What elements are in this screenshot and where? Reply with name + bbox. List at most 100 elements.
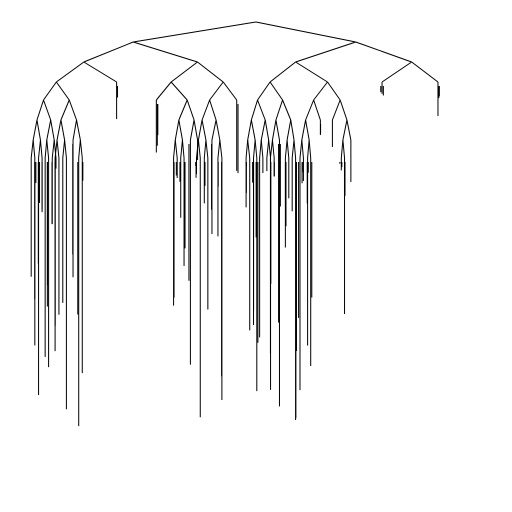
- branch: [295, 61, 328, 83]
- branch: [36, 99, 44, 121]
- branch: [301, 119, 307, 141]
- branch: [217, 139, 221, 159]
- branch: [219, 139, 223, 159]
- branch: [44, 139, 48, 159]
- branch: [83, 41, 134, 63]
- branch: [269, 61, 296, 83]
- branch: [79, 139, 83, 159]
- branch: [195, 139, 199, 159]
- branch: [253, 139, 256, 159]
- branch: [305, 119, 310, 141]
- branch: [342, 139, 346, 159]
- branch: [346, 119, 352, 141]
- branch: [342, 119, 348, 141]
- branch: [282, 99, 292, 121]
- branch: [271, 119, 277, 141]
- branch: [301, 139, 304, 159]
- branch: [340, 139, 344, 159]
- branch: [269, 139, 273, 159]
- branch: [275, 119, 280, 141]
- branch: [268, 139, 272, 159]
- branch: [209, 81, 224, 101]
- branch: [60, 119, 66, 141]
- branch: [193, 119, 199, 141]
- branch: [259, 139, 262, 159]
- branch: [257, 81, 271, 101]
- branch: [133, 21, 257, 43]
- branch: [78, 139, 81, 159]
- branch: [257, 99, 266, 121]
- branch: [64, 139, 67, 159]
- branch: [32, 119, 38, 141]
- branch: [178, 99, 188, 121]
- branch: [181, 139, 185, 159]
- branch: [83, 61, 117, 83]
- branch: [170, 81, 188, 101]
- branch: [275, 99, 284, 121]
- branch: [355, 41, 412, 63]
- branch: [293, 139, 297, 159]
- branch: [313, 99, 321, 121]
- branch: [56, 139, 60, 159]
- branch: [264, 119, 270, 141]
- branch: [290, 119, 295, 141]
- branch: [295, 41, 356, 63]
- branch: [284, 139, 288, 159]
- branch: [50, 119, 55, 141]
- branch: [51, 139, 55, 159]
- branch: [174, 119, 180, 141]
- branch: [222, 81, 238, 101]
- branch: [307, 139, 310, 159]
- branch: [186, 99, 195, 121]
- branch: [32, 139, 36, 159]
- branch: [327, 81, 341, 101]
- branch: [56, 119, 62, 141]
- branch: [286, 119, 292, 141]
- branch: [56, 61, 85, 83]
- branch: [260, 119, 266, 141]
- branch: [313, 81, 328, 101]
- branch: [178, 119, 183, 141]
- branch: [260, 139, 264, 159]
- branch: [197, 119, 203, 141]
- branch: [331, 99, 341, 121]
- branch: [180, 139, 183, 159]
- branch: [381, 61, 412, 83]
- branch: [205, 139, 209, 159]
- branch: [43, 99, 52, 121]
- branch: [255, 21, 356, 43]
- branch: [46, 139, 50, 159]
- branch: [173, 139, 176, 159]
- branch: [62, 139, 66, 159]
- branch: [39, 139, 43, 159]
- branch: [189, 119, 195, 141]
- branch: [247, 139, 251, 159]
- branch: [60, 99, 70, 121]
- branch: [215, 119, 221, 141]
- branch: [36, 119, 41, 141]
- branch: [197, 61, 224, 83]
- branch: [203, 139, 207, 159]
- branch: [339, 99, 348, 121]
- branch: [266, 139, 270, 159]
- branch: [38, 139, 41, 159]
- branch: [133, 41, 198, 63]
- branch: [155, 81, 172, 101]
- branch: [46, 119, 52, 141]
- branch: [76, 119, 81, 141]
- branch: [170, 61, 198, 83]
- branch: [254, 139, 258, 159]
- branch: [305, 99, 315, 121]
- branch: [286, 139, 290, 159]
- branch: [197, 139, 201, 159]
- branch: [411, 61, 439, 83]
- branch: [271, 139, 275, 159]
- branch: [211, 119, 217, 141]
- branch: [30, 139, 34, 159]
- branch: [54, 139, 58, 159]
- branch: [201, 119, 207, 141]
- branch: [291, 139, 295, 159]
- branch: [247, 119, 252, 141]
